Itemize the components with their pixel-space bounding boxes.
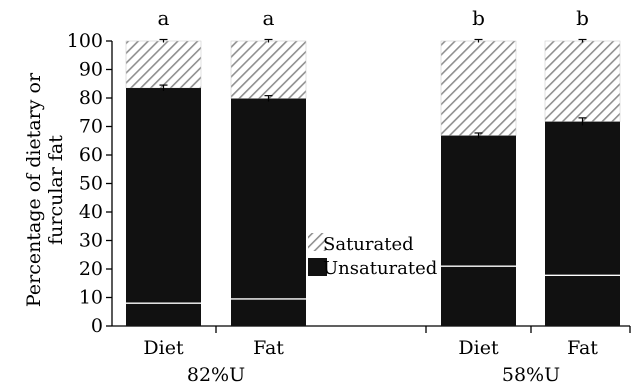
y-tick-label: 50 <box>79 173 103 195</box>
bar-saturated <box>440 40 517 136</box>
y-tick-label: 60 <box>79 144 103 166</box>
group-label-58u: 58%U <box>502 364 560 386</box>
legend-swatch-saturated <box>308 233 327 251</box>
y-tick-label: 0 <box>91 315 103 337</box>
significance-label: b <box>472 6 485 30</box>
legend: Saturated Unsaturated <box>308 233 437 279</box>
labels: 0 10 20 30 40 50 60 70 80 90 100 a Diet a Fat b Diet b Fat… <box>67 6 599 386</box>
group-label-82u: 82%U <box>187 364 245 386</box>
y-tick-label: 70 <box>79 116 103 138</box>
y-tick-label: 10 <box>79 287 103 309</box>
significance-label: a <box>263 6 275 30</box>
y-tick-label: 90 <box>79 59 103 81</box>
y-tick-label: 20 <box>79 258 103 280</box>
x-category-label: Diet <box>143 337 184 359</box>
y-tick-label: 40 <box>79 201 103 223</box>
y-tick-label: 80 <box>79 87 103 109</box>
significance-label: b <box>576 6 589 30</box>
x-category-label: Fat <box>567 337 598 359</box>
bar-unsaturated <box>545 121 620 326</box>
x-category-label: Diet <box>458 337 499 359</box>
legend-label-saturated: Saturated <box>323 234 414 255</box>
y-tick-label: 30 <box>79 230 103 252</box>
bar-saturated <box>230 40 307 99</box>
x-category-label: Fat <box>253 337 284 359</box>
bar-saturated <box>125 40 202 89</box>
bars <box>125 38 621 327</box>
y-tick-label: 100 <box>67 30 103 52</box>
y-axis-label-line2: furcular fat <box>45 135 67 245</box>
bar-saturated <box>544 40 621 122</box>
y-axis-label-line1: Percentage of dietary or <box>23 72 45 307</box>
legend-label-unsaturated: Unsaturated <box>323 258 437 279</box>
legend-swatch-unsaturated <box>308 258 327 276</box>
bar-unsaturated <box>126 88 201 327</box>
bar-unsaturated <box>441 135 516 326</box>
bar-unsaturated <box>231 98 306 326</box>
significance-label: a <box>158 6 170 30</box>
